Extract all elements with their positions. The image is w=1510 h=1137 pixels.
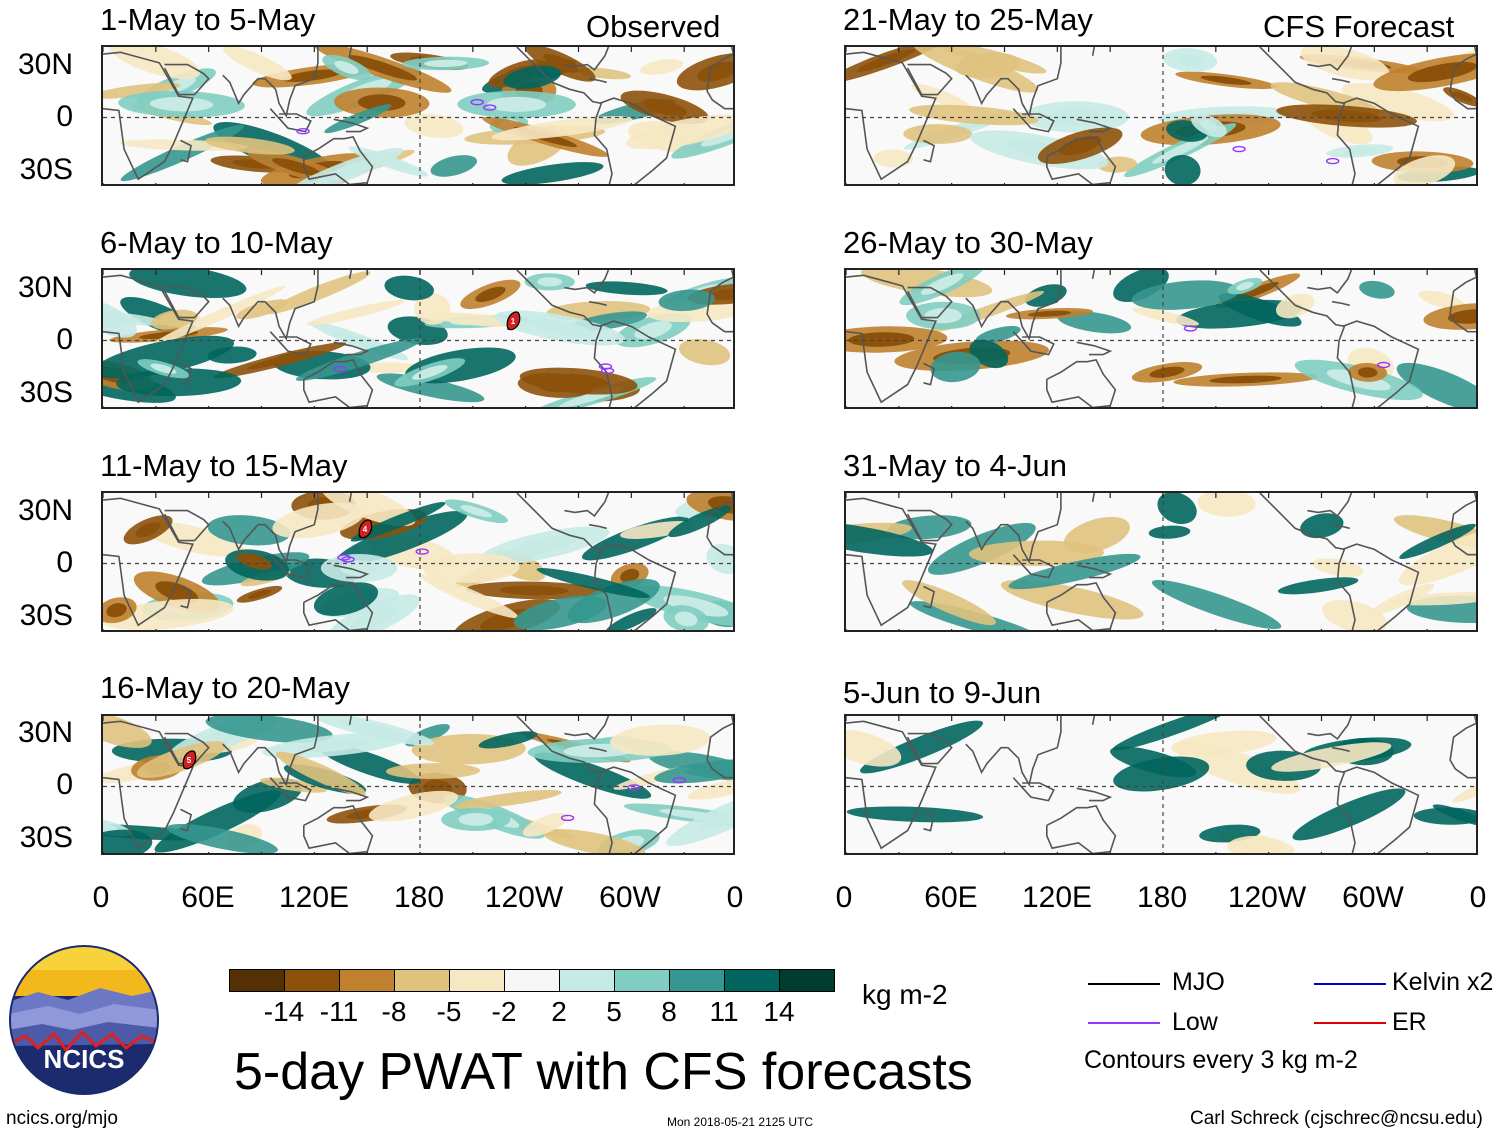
legend-low: Low [1172, 1008, 1218, 1036]
lat-label-30n: 30N [17, 716, 73, 749]
colorbar-tick-label: 11 [709, 996, 739, 1027]
colorbar-swatch [229, 969, 285, 992]
lon-label-120e: 120E [1021, 881, 1093, 914]
lon-label-0: 0 [726, 881, 744, 914]
lat-label-30s: 30S [19, 153, 73, 186]
tropical-cyclone-marker: 4 [358, 519, 373, 539]
colorbar-swatch [614, 969, 670, 992]
er-line-swatch [1314, 1022, 1386, 1024]
lat-label-30n: 30N [17, 494, 73, 527]
panel-title-2: 6-May to 10-May [100, 225, 333, 260]
figure-title: 5-day PWAT with CFS forecasts [234, 1043, 973, 1101]
lon-label-0: 0 [1469, 881, 1487, 914]
colorbar-tick-label: -11 [319, 996, 359, 1027]
panel-title-3: 11-May to 15-May [100, 448, 348, 483]
legend-mjo: MJO [1172, 968, 1225, 996]
colorbar-tick-label: 2 [551, 996, 567, 1027]
colorbar-tick-label: -5 [436, 996, 462, 1027]
colorbar-swatch [504, 969, 560, 992]
lat-label-eq: 0 [56, 546, 73, 579]
colorbar-tick-label: 14 [763, 996, 795, 1027]
colorbar-swatch [284, 969, 340, 992]
map-panel-fcst-4 [844, 714, 1478, 855]
lon-label-120w: 120W [484, 881, 564, 914]
map-panel-obs-1 [101, 45, 735, 186]
lon-label-120e: 120E [278, 881, 350, 914]
ncics-logo: NCICS [9, 945, 159, 1095]
panel-title-5: 21-May to 25-May [843, 2, 1093, 37]
colorbar-swatch [449, 969, 505, 992]
mjo-line-swatch [1088, 983, 1160, 985]
lat-label-30s: 30S [19, 821, 73, 854]
lat-label-30s: 30S [19, 599, 73, 632]
lat-label-30n: 30N [17, 271, 73, 304]
tropical-cyclone-marker: 1 [506, 311, 521, 331]
storm-number: 1 [511, 317, 516, 326]
lat-label-30n: 30N [17, 48, 73, 81]
storm-number: 4 [363, 525, 368, 534]
storm-number: 5 [187, 756, 192, 765]
observed-label: Observed [586, 9, 721, 44]
colorbar-tick-label: 8 [661, 996, 677, 1027]
lon-label-60w: 60W [1342, 881, 1404, 914]
lat-label-eq: 0 [56, 100, 73, 133]
logo-text: NCICS [44, 1044, 125, 1074]
lon-label-60e: 60E [181, 881, 235, 914]
colorbar-tick-label: -14 [263, 996, 305, 1027]
lon-label-60w: 60W [599, 881, 661, 914]
footer-timestamp: Mon 2018-05-21 2125 UTC [667, 1115, 814, 1129]
legend-er: ER [1392, 1008, 1427, 1036]
lon-label-0: 0 [92, 881, 110, 914]
lat-label-eq: 0 [56, 768, 73, 801]
lat-label-eq: 0 [56, 323, 73, 356]
panel-title-4: 16-May to 20-May [100, 670, 350, 705]
map-panel-fcst-2 [844, 268, 1478, 409]
lon-label-0: 0 [835, 881, 853, 914]
panel-title-1: 1-May to 5-May [100, 2, 316, 37]
colorbar-swatch [394, 969, 450, 992]
tropical-cyclone-marker: 5 [182, 750, 197, 770]
lon-label-120w: 120W [1227, 881, 1307, 914]
lon-label-180: 180 [1136, 881, 1188, 914]
colorbar-swatch [669, 969, 725, 992]
colorbar-tick-label: 5 [606, 996, 622, 1027]
colorbar-tick-label: -2 [491, 996, 517, 1027]
colorbar-swatch [339, 969, 395, 992]
map-panel-fcst-1 [844, 45, 1478, 186]
colorbar-swatch [779, 969, 835, 992]
map-panel-obs-3: 4 [101, 491, 735, 632]
footer-author: Carl Schreck (cjschrec@ncsu.edu) [1190, 1108, 1483, 1129]
colorbar-units: kg m-2 [862, 979, 948, 1010]
legend-kelvin: Kelvin x2 [1392, 968, 1494, 996]
cfs-forecast-label: CFS Forecast [1263, 9, 1455, 44]
lon-label-60e: 60E [924, 881, 978, 914]
lat-label-30s: 30S [19, 376, 73, 409]
low-line-swatch [1088, 1022, 1160, 1024]
panel-title-6: 26-May to 30-May [843, 225, 1093, 260]
colorbar-swatch [724, 969, 780, 992]
contour-note: Contours every 3 kg m-2 [1084, 1046, 1358, 1074]
lon-label-180: 180 [393, 881, 445, 914]
footer-url[interactable]: ncics.org/mjo [6, 1108, 118, 1129]
panel-title-7: 31-May to 4-Jun [843, 448, 1067, 483]
panel-title-8: 5-Jun to 9-Jun [843, 675, 1042, 710]
map-panel-fcst-3 [844, 491, 1478, 632]
colorbar-tick-label: -8 [381, 996, 407, 1027]
colorbar-swatch [559, 969, 615, 992]
kelvin-line-swatch [1314, 983, 1386, 985]
map-panel-obs-2: 1 [101, 268, 735, 409]
map-panel-obs-4: 5 [101, 714, 735, 855]
